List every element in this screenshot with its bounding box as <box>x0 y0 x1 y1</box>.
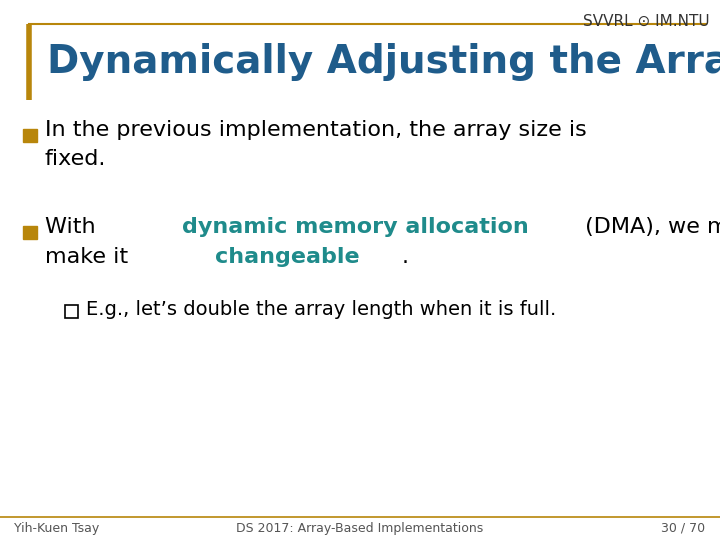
Text: Yih-Kuen Tsay: Yih-Kuen Tsay <box>14 522 99 535</box>
Text: (DMA), we may: (DMA), we may <box>578 217 720 237</box>
Text: DS 2017: Array-Based Implementations: DS 2017: Array-Based Implementations <box>236 522 484 535</box>
Text: make it: make it <box>45 246 135 267</box>
Text: changeable: changeable <box>215 246 359 267</box>
FancyBboxPatch shape <box>65 305 78 318</box>
Text: With: With <box>45 217 102 237</box>
Text: SVVRL ⊙ IM.NTU: SVVRL ⊙ IM.NTU <box>582 14 709 29</box>
Text: Dynamically Adjusting the Array Size: Dynamically Adjusting the Array Size <box>47 43 720 81</box>
Text: E.g., let’s double the array length when it is full.: E.g., let’s double the array length when… <box>86 300 557 320</box>
Text: fixed.: fixed. <box>45 149 106 170</box>
Text: 30 / 70: 30 / 70 <box>662 522 706 535</box>
Text: dynamic memory allocation: dynamic memory allocation <box>182 217 529 237</box>
Text: In the previous implementation, the array size is: In the previous implementation, the arra… <box>45 119 586 140</box>
Bar <box>23 226 37 239</box>
Text: .: . <box>401 246 408 267</box>
Bar <box>23 129 37 142</box>
